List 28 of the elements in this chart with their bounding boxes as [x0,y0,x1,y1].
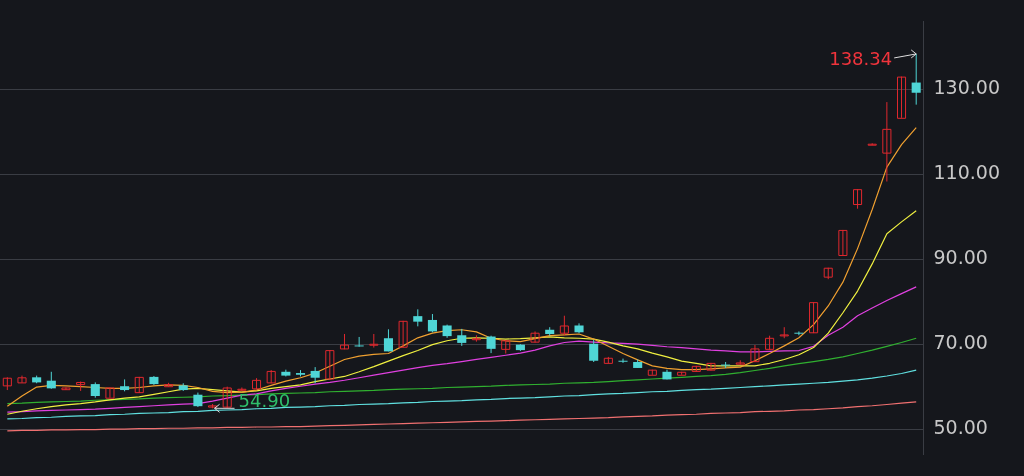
candlestick [750,344,760,363]
annotation: 138.34 [829,47,893,69]
y-tick-label: 90.00 [933,246,988,269]
candlestick [398,320,408,349]
candlestick [105,387,115,399]
y-tick-label: 110.00 [933,161,1000,184]
candlestick [706,362,716,372]
candlestick [17,375,27,384]
candlestick [589,339,599,363]
candlestick [222,386,232,409]
y-tick-label: 130.00 [933,76,1000,99]
candlestick [911,53,921,106]
candlestick [427,313,437,333]
candlestick [354,336,364,348]
annotation: 54.90 [238,389,291,411]
candlestick [559,315,569,336]
candlestick [325,349,335,380]
candlestick [809,301,819,334]
y-tick-label: 70.00 [933,331,988,354]
candlestick [853,188,863,210]
candlestick [530,330,540,343]
y-tick-label: 50.00 [933,416,988,439]
candlestick [237,387,247,392]
candlestick [838,229,848,256]
candlestick [618,358,628,364]
candlestick [882,101,892,183]
candlestick [896,76,907,119]
candlestick [794,330,804,336]
